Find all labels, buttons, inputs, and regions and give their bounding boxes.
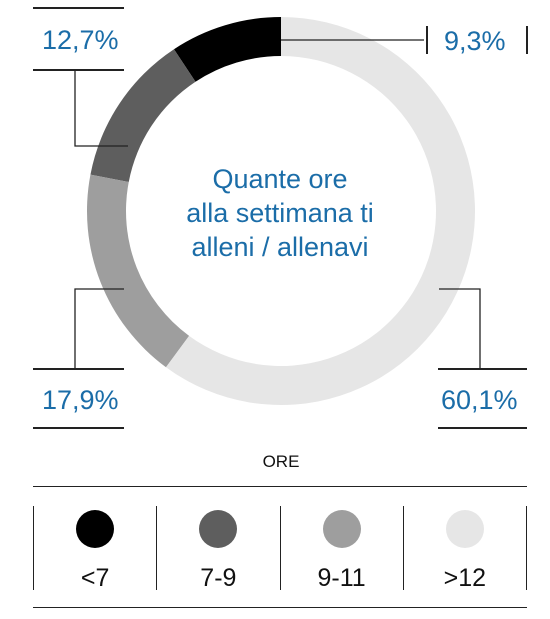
pct-label-lt7: 9,3% bbox=[444, 26, 506, 56]
legend-item-lt7: <7 bbox=[33, 506, 156, 592]
legend-title: ORE bbox=[262, 452, 300, 471]
legend-item-gt12: >12 bbox=[402, 506, 527, 592]
legend-rule-top bbox=[33, 486, 527, 487]
chart-title-line-3: alleni / allenavi bbox=[191, 232, 369, 262]
chart-title-line-2: alla settimana ti bbox=[186, 198, 374, 228]
legend-rule-bottom bbox=[33, 607, 527, 608]
legend-label-9-11: 9-11 bbox=[317, 564, 366, 592]
legend-label-gt12: >12 bbox=[443, 564, 487, 592]
donut-chart bbox=[33, 7, 528, 429]
donut-slice-9-11 bbox=[87, 174, 190, 368]
legend-label-7-9: 7-9 bbox=[200, 564, 237, 592]
legend-label-lt7: <7 bbox=[80, 564, 110, 592]
chart-title-line-1: Quante ore bbox=[212, 164, 348, 194]
pct-label-7-9: 12,7% bbox=[42, 25, 119, 55]
leader-line-gt12 bbox=[439, 288, 481, 369]
pct-label-gt12: 60,1% bbox=[441, 385, 518, 415]
leader-line-9-11 bbox=[74, 288, 124, 369]
legend-item-9-11: 9-11 bbox=[279, 506, 403, 592]
donut-slice-7-9 bbox=[90, 49, 196, 182]
pct-label-9-11: 17,9% bbox=[42, 385, 119, 415]
legend: <7 7-9 9-11 >12 bbox=[33, 506, 527, 592]
chart-title: Quante ore alla settimana ti alleni / al… bbox=[155, 162, 405, 264]
legend-swatch-9-11 bbox=[322, 510, 361, 548]
leader-line-7-9 bbox=[74, 70, 128, 147]
legend-swatch-7-9 bbox=[199, 510, 238, 548]
legend-swatch-lt7 bbox=[76, 510, 115, 548]
donut-slice-gt12 bbox=[165, 17, 476, 406]
legend-item-7-9: 7-9 bbox=[156, 506, 279, 592]
legend-swatch-gt12 bbox=[445, 510, 484, 548]
donut-slice-lt7 bbox=[173, 17, 281, 82]
